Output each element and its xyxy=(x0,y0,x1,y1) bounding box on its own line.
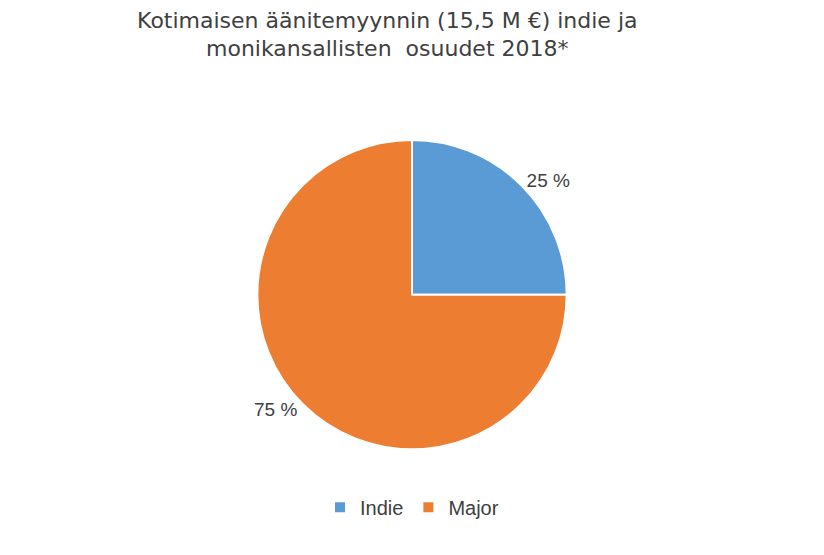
svg-text:Major: Major xyxy=(448,497,498,519)
svg-text:75 %: 75 % xyxy=(254,399,297,420)
svg-text:Indie: Indie xyxy=(360,497,403,519)
svg-text:25 %: 25 % xyxy=(527,170,570,191)
svg-text:Kotimaisen äänitemyynnin (15,5: Kotimaisen äänitemyynnin (15,5 M €) indi… xyxy=(137,8,637,62)
